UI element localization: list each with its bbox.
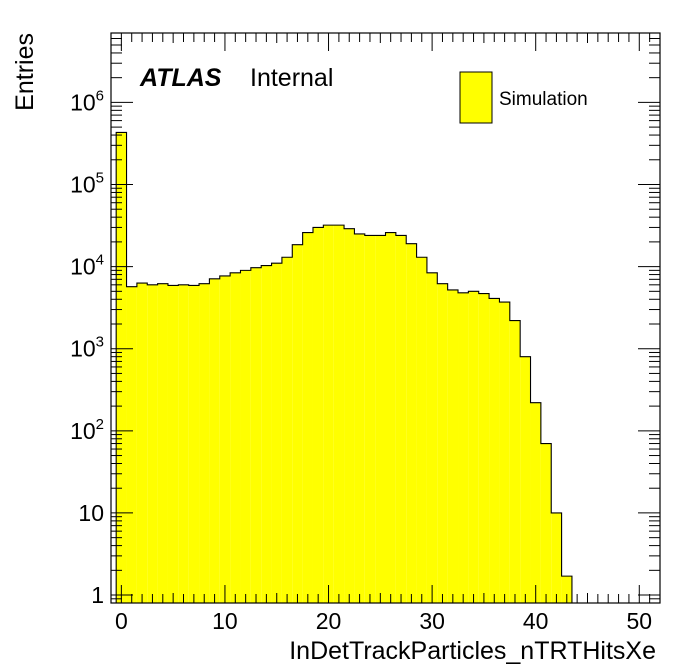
histogram-bar (199, 283, 210, 603)
histogram-bar (406, 243, 417, 603)
x-tick-label: 0 (115, 608, 128, 634)
y-tick-label: 105 (70, 169, 104, 197)
histogram-bar (157, 283, 168, 603)
histogram-bar (458, 292, 469, 603)
histogram-bar (261, 265, 272, 603)
histogram-bar (478, 293, 490, 603)
y-tick-label: 102 (70, 416, 104, 444)
histogram-bar (126, 286, 137, 603)
histogram-bar (333, 225, 345, 603)
histogram-bar (344, 228, 355, 603)
histogram-bar (219, 275, 231, 603)
histogram-bar (240, 270, 251, 603)
y-tick-label: 1 (91, 582, 104, 608)
histogram-bar (520, 356, 531, 603)
histogram-bar (385, 232, 396, 603)
histogram-bar (302, 232, 313, 603)
histogram-bar (499, 302, 510, 603)
y-axis-ticks: 1 10 102 103 104 105 106 (70, 32, 660, 608)
status-label: Internal (250, 64, 333, 92)
histogram-bar (230, 272, 241, 603)
x-axis-title: InDetTrackParticles_nTRTHitsXe (289, 637, 656, 665)
histogram-bar (364, 235, 376, 603)
histogram-bar (447, 289, 459, 603)
histogram-bar (489, 298, 500, 603)
histogram-bar (292, 244, 303, 603)
histogram-bar (509, 320, 521, 603)
y-tick-label: 103 (70, 334, 104, 362)
atlas-label: ATLAS (139, 64, 222, 92)
histogram-bar (395, 235, 407, 603)
x-tick-label: 50 (626, 608, 652, 634)
histogram-bar (167, 285, 179, 603)
histogram-bar (561, 576, 572, 603)
histogram-bar (551, 512, 562, 603)
y-axis-title: Entries (11, 33, 39, 111)
histogram-bars (115, 131, 583, 604)
histogram-bar (178, 284, 189, 603)
histogram-bar (116, 132, 127, 603)
histogram-bar (530, 402, 541, 603)
histogram-bar (271, 263, 282, 603)
y-tick-label: 10 (78, 500, 104, 526)
x-tick-label: 20 (316, 608, 342, 634)
legend-label-simulation: Simulation (499, 89, 588, 110)
histogram-bar (312, 227, 324, 603)
x-tick-label: 10 (212, 608, 238, 634)
histogram-bar (147, 284, 158, 603)
histogram-bar (250, 267, 262, 603)
histogram-bar (188, 285, 200, 603)
legend: Simulation (459, 71, 588, 124)
histogram-bar (136, 283, 148, 603)
histogram-bar (437, 283, 448, 603)
histogram-bar (209, 278, 220, 603)
histogram-bar (323, 225, 334, 603)
y-tick-label: 106 (70, 87, 104, 115)
histogram-bar (354, 233, 365, 603)
histogram-outline (115, 131, 583, 604)
x-axis-ticks: 0 10 20 30 40 50 (115, 33, 661, 634)
histogram-bar (281, 257, 293, 603)
histogram-bar (375, 235, 386, 603)
y-tick-label: 104 (70, 252, 104, 280)
histogram-bar (426, 272, 438, 603)
histogram-bar (540, 443, 552, 603)
legend-swatch-simulation (459, 71, 493, 124)
x-tick-label: 30 (419, 608, 445, 634)
histogram-bar (468, 291, 479, 603)
histogram-bar (416, 257, 427, 603)
plot-frame (110, 32, 661, 604)
x-tick-label: 40 (523, 608, 549, 634)
